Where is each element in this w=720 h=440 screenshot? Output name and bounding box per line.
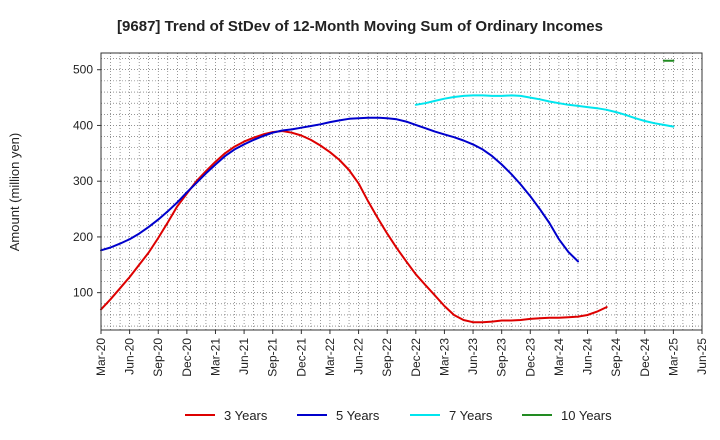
- y-tick-label: 100: [73, 286, 93, 300]
- axes: 100 200 300 400 500 Mar-20 Jun-20 Sep-20 Dec-20 M…: [73, 52, 709, 377]
- grid: [101, 53, 702, 330]
- y-tick-label: 400: [73, 118, 93, 132]
- x-tick-label: Jun-23: [466, 338, 480, 375]
- x-tick-label: Jun-21: [237, 338, 251, 375]
- x-tick-label: Sep-24: [609, 338, 623, 377]
- x-tick-label: Sep-23: [495, 338, 509, 377]
- x-tick-label: Mar-23: [437, 338, 451, 376]
- series-line-7-years: [414, 94, 675, 128]
- x-tick-label: Mar-22: [323, 338, 337, 376]
- y-axis-label: Amount (million yen): [7, 133, 22, 252]
- x-tick-label: Sep-21: [266, 338, 280, 377]
- series-line-3-years: [100, 130, 608, 324]
- x-tick-label: Sep-20: [151, 338, 165, 377]
- x-tick-label: Jun-22: [352, 338, 366, 375]
- series-layer: [100, 59, 675, 324]
- x-tick-label: Jun-20: [123, 338, 137, 375]
- x-tick-label: Jun-24: [581, 338, 595, 375]
- x-tick-label: Mar-20: [94, 338, 108, 376]
- legend: 3 Years 5 Years 7 Years 10 Years: [185, 408, 612, 423]
- legend-label-7-years: 7 Years: [449, 408, 493, 423]
- x-tick-label: Mar-21: [208, 338, 222, 376]
- chart-title: [9687] Trend of StDev of 12-Month Moving…: [117, 18, 603, 35]
- plot-area: [101, 53, 702, 330]
- legend-label-10-years: 10 Years: [561, 408, 612, 423]
- y-tick-label: 300: [73, 174, 93, 188]
- y-tick-label: 200: [73, 230, 93, 244]
- plot-frame: [100, 52, 703, 331]
- x-tick-label: Mar-24: [552, 338, 566, 376]
- x-tick-label: Dec-22: [409, 338, 423, 377]
- x-tick-label: Dec-21: [294, 338, 308, 377]
- legend-label-3-years: 3 Years: [224, 408, 268, 423]
- x-tick-label: Dec-23: [523, 338, 537, 377]
- x-tick-label: Sep-22: [380, 338, 394, 377]
- x-tick-label: Mar-25: [666, 338, 680, 376]
- plot-background: [101, 53, 702, 330]
- x-tick-label: Jun-25: [695, 338, 709, 375]
- legend-label-5-years: 5 Years: [336, 408, 380, 423]
- y-tick-label: 500: [73, 63, 93, 77]
- series-line-5-years: [100, 116, 579, 263]
- x-tick-label: Dec-20: [180, 338, 194, 377]
- x-tick-label: Dec-24: [638, 338, 652, 377]
